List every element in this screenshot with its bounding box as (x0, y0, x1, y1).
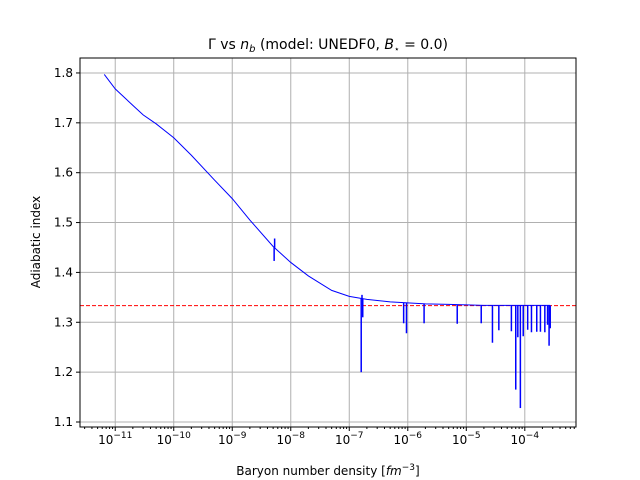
series-spikes (273, 238, 551, 409)
plot-frame (79, 57, 577, 428)
chart-title: Γ vs nb (model: UNEDF0, B⋆ = 0.0) (208, 37, 448, 55)
y-tick-label: 1.2 (54, 365, 73, 379)
x-tick-label: 10−8 (276, 431, 305, 447)
x-tick-label: 10−5 (452, 431, 481, 447)
axis-ticks: 10−11 10−10 10−9 10−8 10−7 10−6 10−5 10−4 1.1 1.2… (54, 66, 575, 447)
x-tick-label: 10−7 (335, 431, 364, 447)
y-tick-label: 1.1 (54, 415, 73, 429)
y-tick-label: 1.7 (54, 116, 73, 130)
series-line-adiabatic-index (103, 74, 551, 306)
x-tick-label: 10−4 (511, 431, 540, 447)
y-axis-label: Adiabatic index (29, 196, 43, 289)
y-tick-label: 1.5 (54, 216, 73, 230)
y-tick-label: 1.4 (54, 265, 73, 279)
plot-area (103, 74, 551, 409)
x-axis-label: Baryon number density [fm−3] (236, 463, 419, 478)
x-tick-label: 10−6 (393, 431, 422, 447)
y-tick-label: 1.8 (54, 66, 73, 80)
y-tick-label: 1.6 (54, 166, 73, 180)
x-tick-label: 10−10 (157, 431, 192, 447)
x-tick-label: 10−11 (98, 431, 132, 447)
y-tick-label: 1.3 (54, 315, 73, 329)
x-tick-label: 10−9 (218, 431, 247, 447)
grid-lines (80, 58, 576, 427)
